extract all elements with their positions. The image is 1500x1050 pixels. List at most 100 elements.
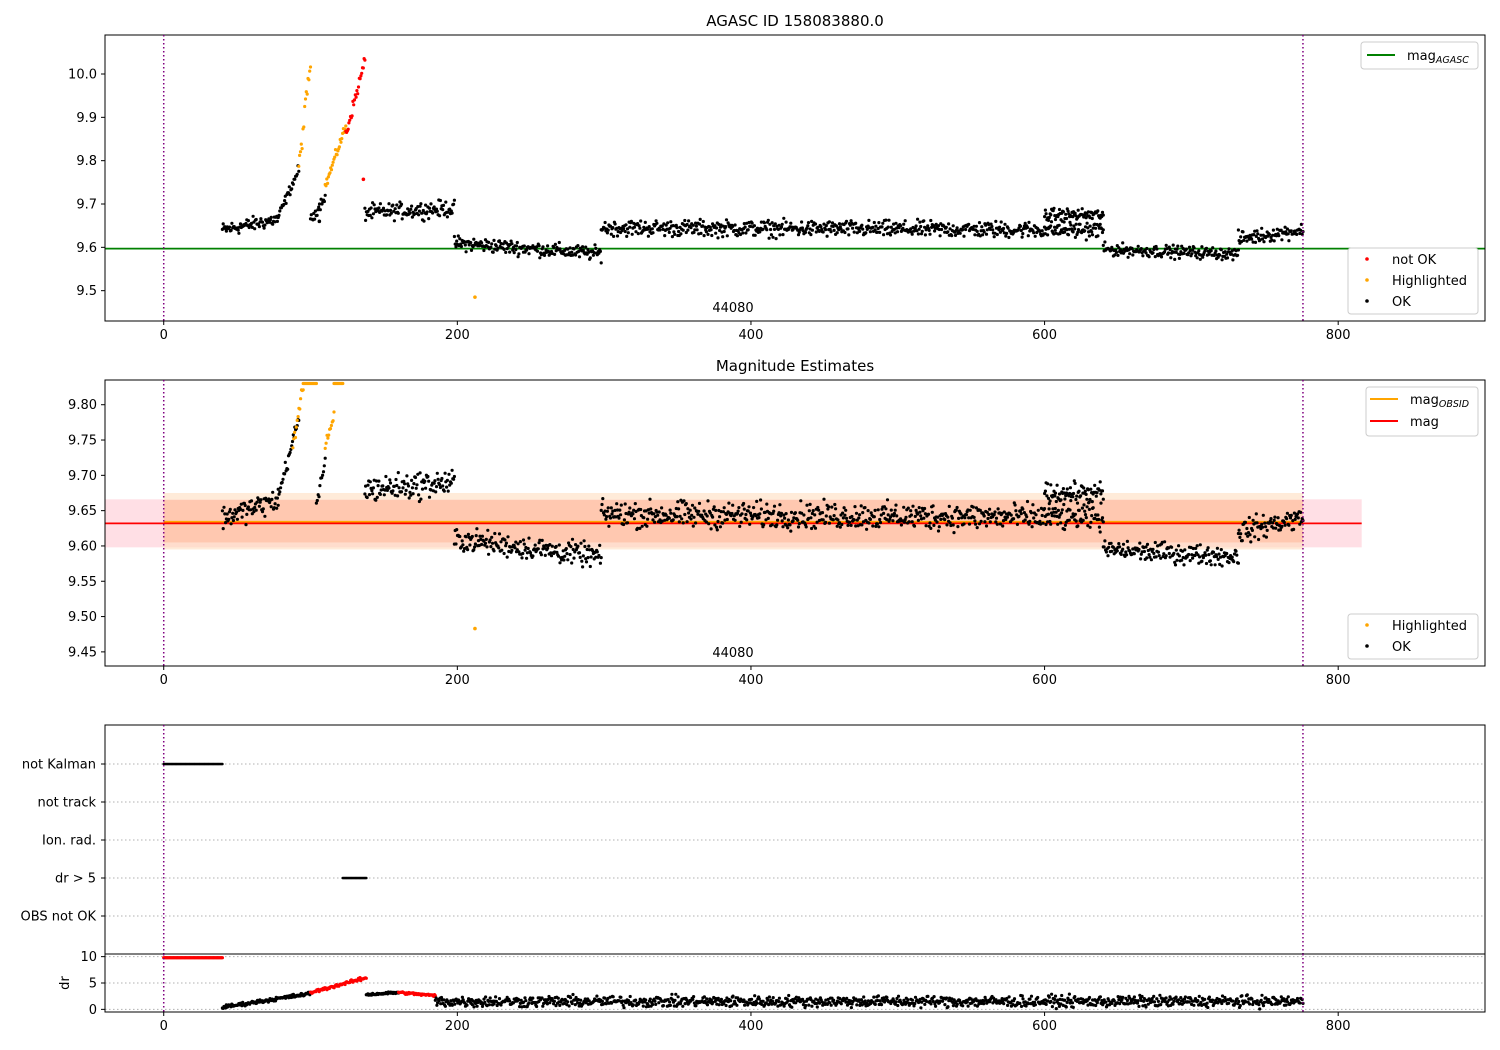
data-point <box>1236 253 1240 257</box>
data-point <box>842 506 846 510</box>
data-point <box>706 499 710 503</box>
data-point <box>843 513 847 517</box>
data-point <box>771 996 775 1000</box>
data-point <box>245 512 249 517</box>
data-point <box>670 992 674 996</box>
data-point <box>1065 228 1069 232</box>
data-point <box>1090 514 1094 518</box>
data-point <box>895 514 899 518</box>
data-point <box>1021 507 1025 511</box>
data-point <box>1128 252 1132 256</box>
data-point <box>522 542 526 546</box>
data-point <box>885 995 889 1000</box>
data-point <box>939 517 943 522</box>
data-point <box>577 1004 581 1008</box>
data-point <box>821 230 825 234</box>
data-point <box>1240 994 1244 998</box>
data-point <box>1002 510 1006 514</box>
data-point <box>730 511 734 516</box>
data-point <box>1237 239 1241 243</box>
data-point <box>613 222 617 226</box>
data-point <box>370 489 374 493</box>
data-point <box>1205 548 1209 552</box>
data-point <box>835 524 839 528</box>
data-point <box>738 232 743 237</box>
data-point <box>669 220 673 224</box>
data-point <box>521 1000 526 1004</box>
data-point <box>468 543 472 547</box>
data-point <box>872 220 876 225</box>
data-point <box>722 229 726 234</box>
data-point <box>1085 221 1089 225</box>
data-point <box>1255 521 1259 525</box>
data-point <box>689 517 693 521</box>
data-point <box>1049 999 1053 1004</box>
data-point <box>1023 221 1027 225</box>
data-point <box>685 222 689 227</box>
data-point <box>1003 222 1007 226</box>
data-point <box>1095 491 1099 495</box>
data-point <box>456 234 460 238</box>
data-point <box>1197 249 1201 253</box>
data-point <box>1044 1002 1048 1007</box>
data-point <box>396 494 400 498</box>
data-point <box>593 243 597 247</box>
data-point <box>833 502 837 507</box>
data-point <box>591 549 595 553</box>
data-point <box>290 439 295 444</box>
data-point <box>249 221 254 225</box>
data-point <box>231 511 235 515</box>
data-point <box>1072 224 1076 228</box>
data-point <box>497 997 502 1001</box>
data-point <box>466 548 470 552</box>
data-point <box>370 216 374 220</box>
data-point <box>731 994 735 998</box>
data-point <box>922 219 926 223</box>
data-point <box>1271 526 1275 530</box>
data-point <box>877 525 881 529</box>
data-point <box>570 250 574 254</box>
data-point <box>473 1001 478 1006</box>
data-point <box>525 551 530 555</box>
data-point <box>584 560 589 564</box>
data-point <box>1166 251 1171 255</box>
data-point <box>1075 501 1080 505</box>
data-point <box>1206 546 1210 550</box>
data-point <box>808 502 812 506</box>
data-point <box>1258 1007 1262 1011</box>
data-point <box>601 497 605 501</box>
data-point <box>599 556 603 560</box>
data-point <box>540 538 544 543</box>
data-point <box>1197 561 1201 565</box>
data-point <box>1207 995 1211 999</box>
data-point <box>544 998 548 1002</box>
data-point <box>528 551 533 555</box>
data-point <box>697 509 701 513</box>
data-point <box>867 218 871 222</box>
data-point <box>974 224 979 228</box>
data-point <box>873 508 877 512</box>
data-point <box>929 218 933 223</box>
legend-top: magAGASC <box>1360 41 1479 70</box>
data-point <box>724 512 729 517</box>
data-point <box>623 502 627 506</box>
data-point <box>395 483 399 488</box>
y-tick-label: 9.70 <box>68 469 97 484</box>
data-point <box>598 561 603 565</box>
data-point <box>813 526 818 530</box>
data-point <box>571 992 575 997</box>
data-point <box>1253 240 1258 244</box>
data-point <box>1144 1005 1148 1009</box>
data-point <box>786 526 790 530</box>
data-point <box>1069 998 1073 1002</box>
legend-ok-2: OK <box>1392 640 1411 655</box>
data-point <box>254 508 258 512</box>
data-point <box>410 204 414 208</box>
data-point <box>444 200 448 204</box>
data-point <box>948 521 952 525</box>
data-point <box>1272 518 1276 523</box>
data-point <box>807 509 811 513</box>
data-point <box>393 493 397 497</box>
data-point <box>893 1002 898 1006</box>
data-point <box>948 227 952 231</box>
